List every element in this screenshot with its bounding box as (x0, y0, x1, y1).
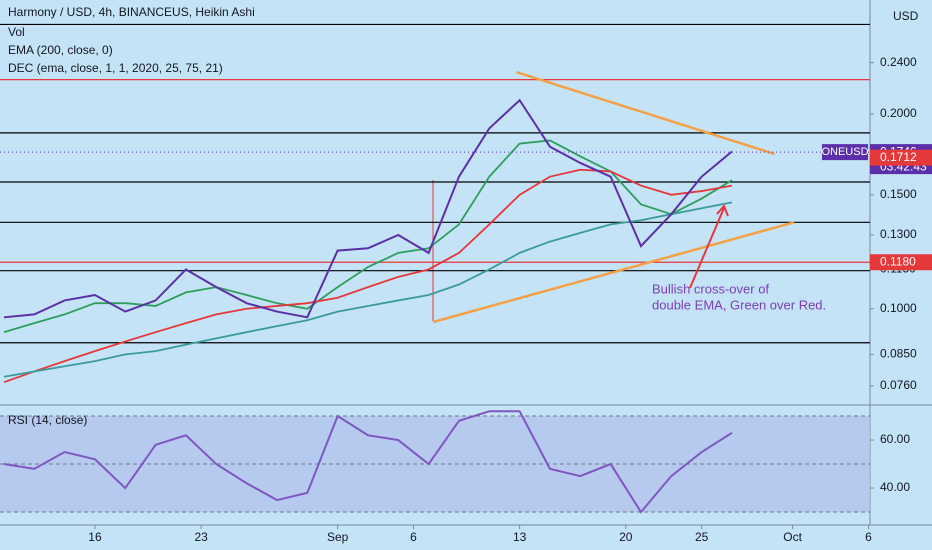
x-tick-label: 23 (194, 530, 208, 544)
legend-entry: EMA (200, close, 0) (8, 43, 113, 57)
annotation: Bullish cross-over of (652, 281, 769, 296)
trendline (432, 221, 795, 324)
price-label: 0.1180 (880, 254, 916, 268)
series-line (3, 168, 733, 384)
x-tick-label: 6 (410, 530, 417, 544)
axis-unit: USD (893, 9, 919, 23)
annotation: double EMA, Green over Red. (652, 297, 826, 312)
x-tick-label: Oct (783, 530, 802, 544)
trendline (516, 71, 775, 156)
y-tick-label: 0.2000 (880, 106, 917, 120)
series-line (3, 410, 733, 514)
legend-entry: RSI (14, close) (8, 413, 87, 427)
y-tick-label: 0.0760 (880, 378, 917, 392)
symbol-box (822, 144, 868, 161)
x-tick-label: 16 (88, 530, 102, 544)
x-tick-label: 25 (695, 530, 709, 544)
x-tick-label: 6 (865, 530, 872, 544)
price-box (870, 149, 932, 166)
y-tick-label: 0.1500 (880, 187, 917, 201)
chart-title: Harmony / USD, 4h, BINANCEUS, Heikin Ash… (8, 5, 255, 19)
legend-entry: DEC (ema, close, 1, 1, 2020, 25, 75, 21) (8, 61, 223, 75)
price-box (870, 254, 932, 271)
x-tick-label: 13 (513, 530, 527, 544)
y-tick-label: 0.0850 (880, 347, 917, 361)
annotation-arrow (689, 204, 729, 289)
y-tick-label: 0.1300 (880, 227, 917, 241)
price-label: 0.1712 (880, 150, 917, 164)
x-tick-label: Sep (327, 530, 349, 544)
indicator-label: Vol (8, 25, 25, 39)
series-line (3, 98, 733, 319)
symbol-label: ONEUSD (821, 146, 868, 158)
y-tick-label: 0.1000 (880, 301, 917, 315)
y-tick-label: 0.2400 (880, 55, 917, 69)
y-tick-label: 40.00 (880, 480, 910, 494)
y-tick-label: 60.00 (880, 432, 910, 446)
series-line (3, 201, 733, 378)
x-tick-label: 20 (619, 530, 633, 544)
